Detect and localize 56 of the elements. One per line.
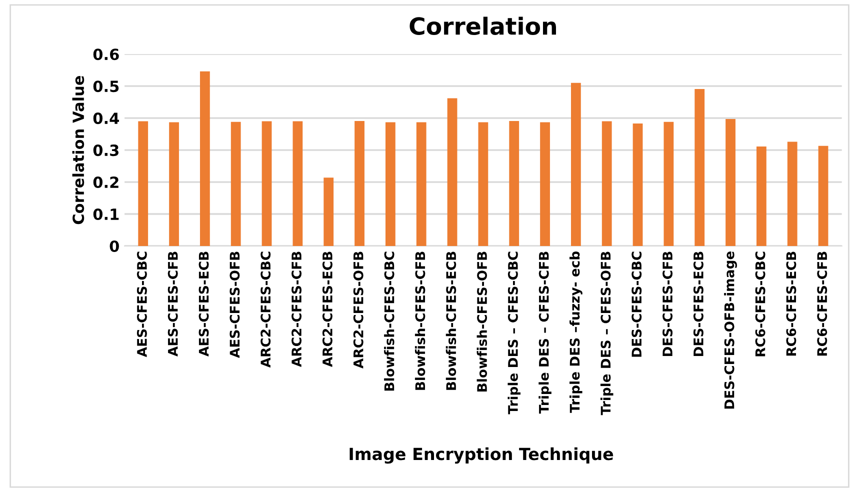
- y-tick-label: 0.4: [93, 112, 119, 124]
- bar: [169, 122, 179, 246]
- y-tick-label: 0: [110, 240, 119, 252]
- x-tick-label: DES-CFES-CBC: [632, 252, 642, 357]
- bar: [478, 122, 488, 246]
- bar: [664, 122, 674, 246]
- bar: [602, 121, 612, 246]
- bar: [756, 146, 766, 246]
- x-tick-label: ARC2-CFES-CBC: [260, 252, 271, 368]
- bar: [540, 122, 550, 246]
- x-tick-label: Triple DES –fuzzy- ecb: [570, 251, 582, 413]
- x-tick-label: DES-CFES-OFB-image: [724, 252, 737, 409]
- bar: [292, 121, 303, 246]
- x-tick-label: AES-CFES-CBC: [136, 252, 147, 358]
- x-tick-label: Blowfish-CFES-ECB: [446, 252, 456, 390]
- x-tick-label: AES-CFES-CFB: [168, 252, 178, 356]
- bar: [262, 121, 272, 246]
- bar: [416, 122, 426, 246]
- bar: [385, 122, 396, 246]
- x-axis-title: Image Encryption Technique: [350, 447, 614, 464]
- chart-title: Correlation: [410, 16, 556, 36]
- x-tick-label: RC6-CFES-CBC: [755, 252, 766, 356]
- x-tick-label: ARC2-CFES-OFB: [353, 252, 364, 368]
- y-tick-label: 0.5: [93, 80, 119, 92]
- x-tick-label: Triple DES – CFES-OFB: [600, 252, 614, 416]
- y-axis-title: Correlation Value: [72, 76, 84, 224]
- bar: [570, 82, 581, 246]
- x-tick-label: DES-CFES-ECB: [693, 252, 704, 356]
- bar: [447, 98, 458, 246]
- bar: [138, 121, 148, 246]
- bar: [354, 120, 364, 246]
- bar: [818, 146, 828, 246]
- y-tick-label: 0.1: [93, 208, 119, 220]
- bar: [694, 88, 705, 246]
- y-tick-label: 0.2: [93, 176, 118, 188]
- bar: [200, 71, 210, 246]
- bar: [324, 178, 334, 246]
- x-tick-label: DES-CFES-CFB: [662, 252, 673, 356]
- x-tick-label: Blowfish-CFES-CFB: [414, 252, 426, 390]
- bar: [230, 122, 241, 246]
- y-tick-label: 0.6: [93, 48, 119, 60]
- x-tick-label: Blowfish-CFES-OFB: [476, 252, 488, 392]
- x-tick-label: Blowfish-CFES-CBC: [384, 252, 394, 391]
- x-tick-label: Triple DES – CFES-CBC: [508, 252, 520, 414]
- x-tick-label: ARC2-CFES-ECB: [322, 252, 332, 367]
- bar: [726, 119, 736, 246]
- x-tick-label: Triple DES – CFES-CFB: [538, 252, 552, 414]
- x-tick-label: RC6-CFES-CFB: [817, 252, 828, 356]
- bar: [509, 120, 520, 246]
- x-tick-label: AES-CFES-ECB: [198, 252, 209, 356]
- bar: [632, 124, 643, 246]
- y-tick-label: 0.3: [93, 144, 118, 156]
- bar: [787, 142, 798, 246]
- x-tick-label: RC6-CFES-ECB: [786, 252, 796, 356]
- x-tick-label: AES-CFES-OFB: [230, 252, 240, 358]
- x-tick-label: ARC2-CFES-CFB: [292, 252, 302, 367]
